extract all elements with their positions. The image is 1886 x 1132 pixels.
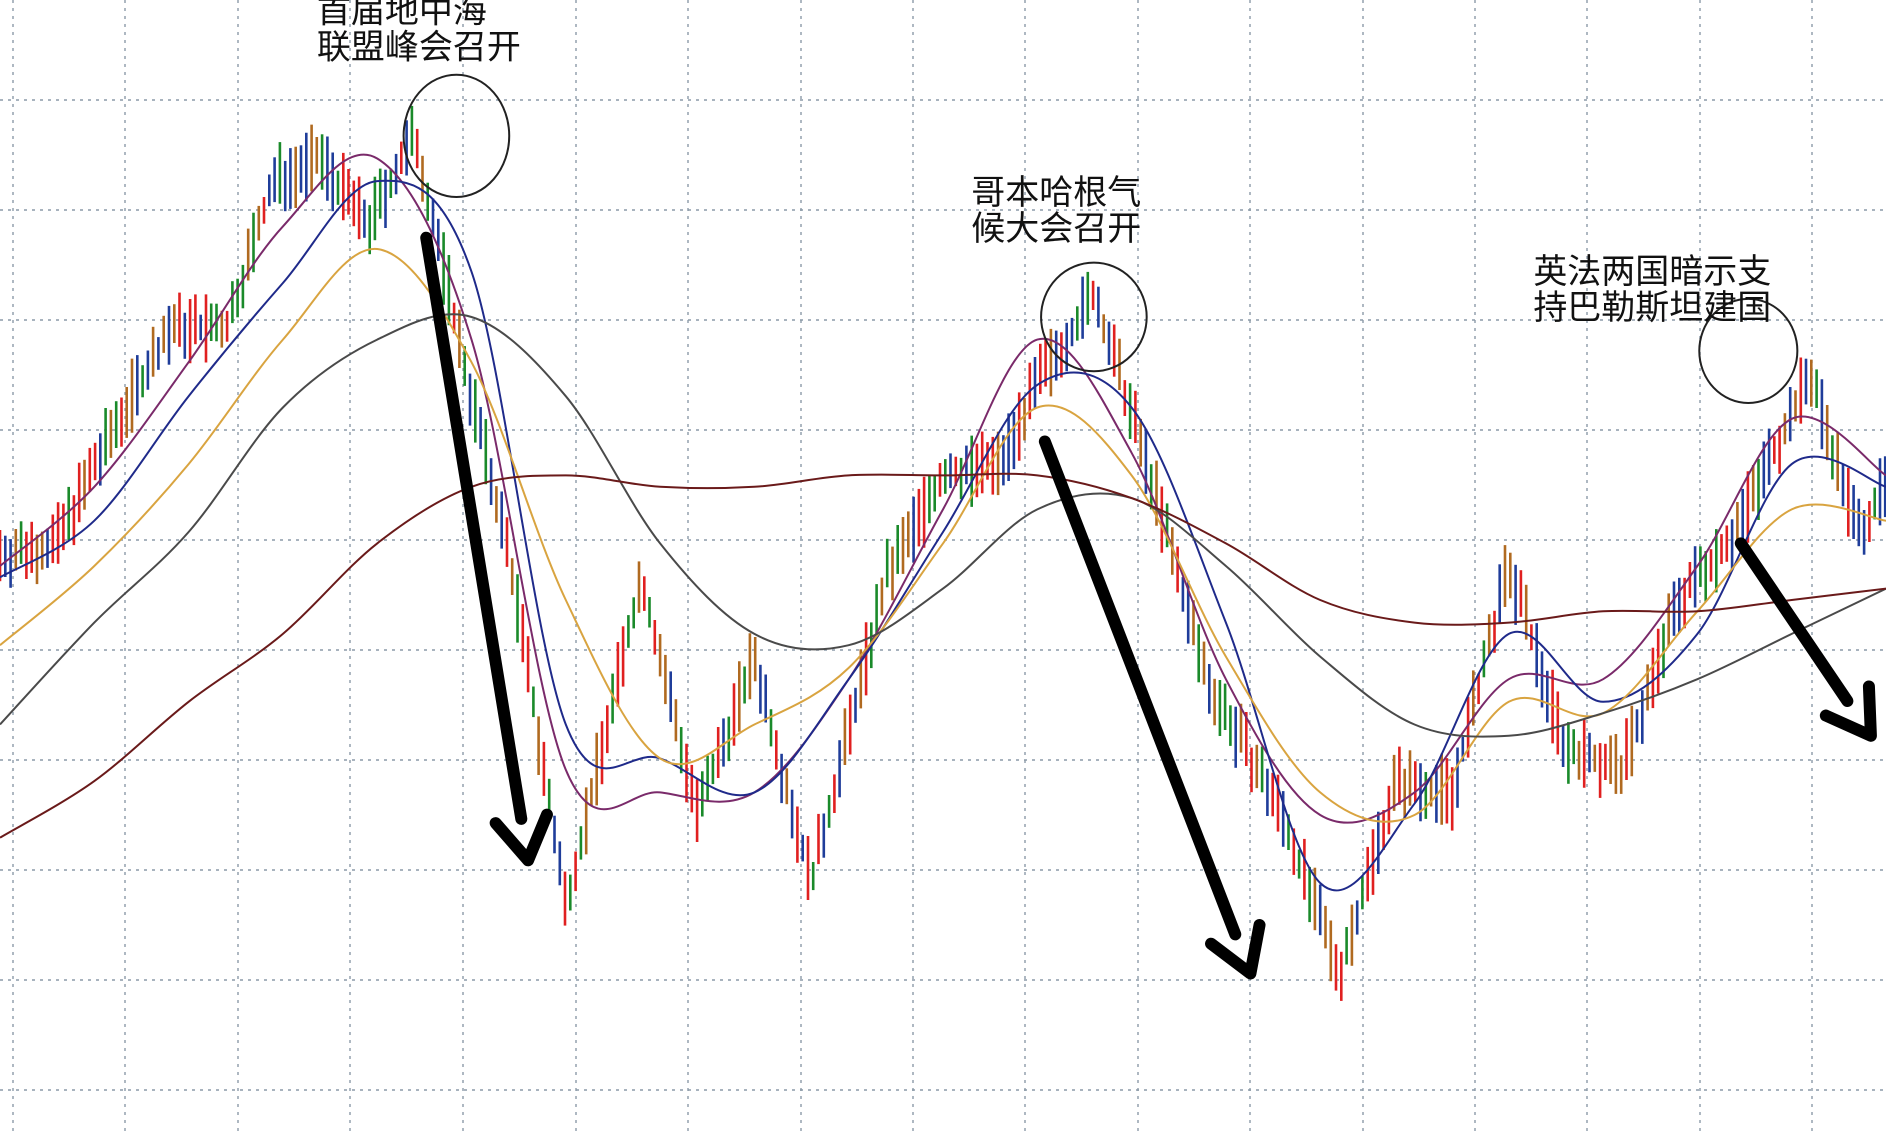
annotation-3-line-2: 持巴勒斯坦建国 [1533, 288, 1771, 328]
moving-average-line-2 [0, 179, 1886, 892]
peak-circle-1 [402, 73, 511, 198]
decline-arrow-3 [1734, 537, 1877, 742]
moving-average-line-3 [0, 247, 1886, 823]
moving-average-line-5 [0, 472, 1886, 839]
annotation-2-line-2: 候大会召开 [971, 209, 1141, 249]
price-bars [0, 105, 1886, 1001]
decline-arrow-1 [420, 231, 553, 867]
annotation-2-line-1: 哥本哈根气 [971, 173, 1141, 213]
event-annotations: 首届地中海 联盟峰会召开 哥本哈根气 候大会召开 英法两国暗示支 持巴勒斯坦建国 [317, 0, 1771, 328]
arrow-shaft [1038, 435, 1242, 941]
moving-average-line-4 [0, 313, 1886, 738]
annotation-1-line-2: 联盟峰会召开 [317, 28, 521, 68]
arrow-head [1819, 680, 1877, 742]
peak-circle-2 [1040, 261, 1148, 373]
arrow-head [489, 808, 553, 867]
peak-circle-3 [1698, 297, 1799, 404]
arrow-head [1205, 918, 1266, 980]
decline-arrow-2 [1038, 435, 1266, 980]
moving-average-line-1 [0, 153, 1886, 824]
annotation-3-line-1: 英法两国暗示支 [1533, 252, 1771, 292]
peak-circles [402, 73, 1799, 404]
decline-arrows [420, 231, 1877, 980]
arrow-shaft [1734, 537, 1854, 708]
arrow-shaft [420, 231, 528, 825]
moving-average-lines [0, 153, 1886, 892]
annotation-1-line-1: 首届地中海 [317, 0, 487, 32]
